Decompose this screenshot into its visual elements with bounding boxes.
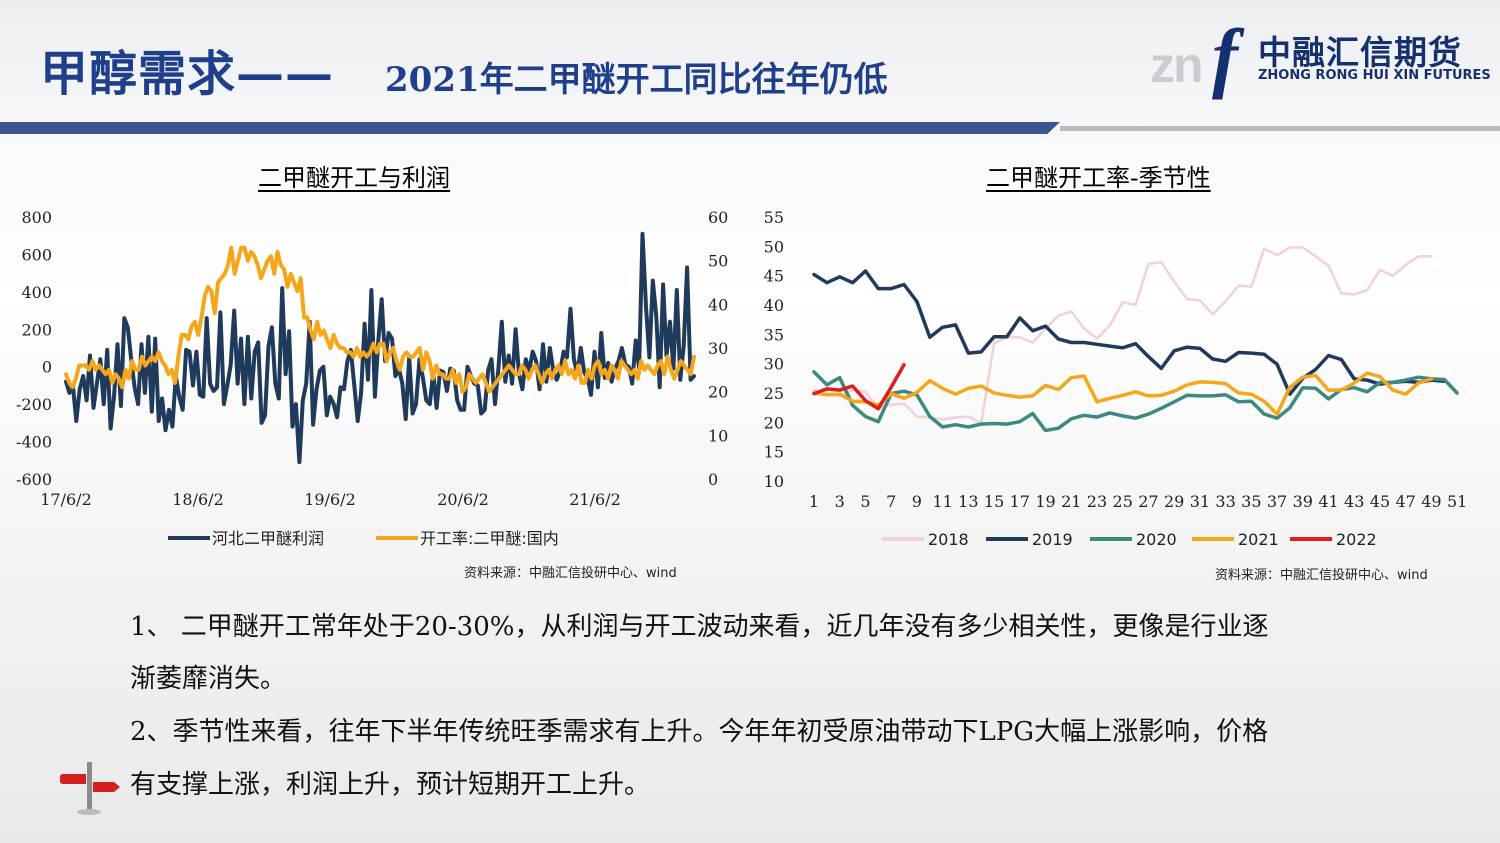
chart1-legend-label-0: 河北二甲醚利润 xyxy=(212,529,324,548)
chart2-x-tick-18: 37 xyxy=(1267,492,1287,511)
header-band xyxy=(0,0,1500,140)
chart1-left-tick-1: 600 xyxy=(21,245,52,264)
chart2-title: 二甲醚开工率-季节性 xyxy=(986,164,1211,192)
chart2-x-tick-14: 29 xyxy=(1164,492,1184,511)
chart2-y-tick-5: 30 xyxy=(764,355,784,374)
chart1-right-tick-4: 20 xyxy=(708,383,728,402)
chart1-left-tick-4: 0 xyxy=(42,358,52,377)
chart1-right-tick-6: 0 xyxy=(708,470,718,489)
chart2-legend-label-2: 2020 xyxy=(1136,530,1177,549)
chart2-x-tick-24: 49 xyxy=(1421,492,1441,511)
logo-mark: zn xyxy=(1150,37,1204,93)
chart2-x-tick-16: 33 xyxy=(1215,492,1235,511)
chart1-series-line-1 xyxy=(64,245,696,394)
signpost-icon xyxy=(60,762,120,815)
paragraph-1-line-2: 渐萎靡消失。 xyxy=(130,664,287,694)
logo-english-name: ZHONG RONG HUI XIN FUTURES xyxy=(1258,68,1491,83)
chart1-left-tick-2: 400 xyxy=(21,283,52,302)
paragraph-2-line-2: 有支撑上涨，利润上升，预计短期开工上升。 xyxy=(130,770,651,800)
paragraph-2-line-1: 2、季节性来看，往年下半年传统旺季需求有上升。今年年初受原油带动下LPG大幅上涨… xyxy=(130,717,1269,747)
chart2-x-tick-22: 45 xyxy=(1370,492,1390,511)
page-title: 甲醇需求—— xyxy=(40,46,335,102)
paragraph-1-line-1: 1、 二甲醚开工常年处于20-30%，从利润与开工波动来看，近几年没有多少相关性… xyxy=(130,612,1269,642)
chart2-legend-label-3: 2021 xyxy=(1238,530,1279,549)
chart2-x-tick-2: 5 xyxy=(860,492,870,511)
chart1-right-tick-2: 40 xyxy=(708,295,728,314)
logo-mark-f: f xyxy=(1212,13,1238,100)
chart1-x-tick-4: 21/6/2 xyxy=(569,490,621,509)
chart2-x-tick-9: 19 xyxy=(1035,492,1055,511)
chart2-series-line-0 xyxy=(812,246,1433,425)
chart1-left-tick-6: -400 xyxy=(16,433,52,452)
chart2-x-tick-25: 51 xyxy=(1447,492,1467,511)
logo-chinese-name: 中融汇信期货 xyxy=(1258,33,1462,72)
chart2-series-line-2 xyxy=(812,370,1459,433)
page-subtitle: 2021年二甲醚开工同比往年仍低 xyxy=(385,60,888,100)
chart1-x-tick-3: 20/6/2 xyxy=(437,490,489,509)
chart2-x-tick-20: 41 xyxy=(1318,492,1338,511)
chart2-y-tick-3: 40 xyxy=(764,296,784,315)
chart2-x-tick-23: 47 xyxy=(1396,492,1416,511)
chart2-x-tick-15: 31 xyxy=(1190,492,1210,511)
chart2-legend-label-1: 2019 xyxy=(1032,530,1073,549)
chart2-y-tick-0: 55 xyxy=(764,208,784,227)
chart2-x-tick-7: 15 xyxy=(984,492,1004,511)
chart2-y-tick-8: 15 xyxy=(764,443,784,462)
chart1-right-tick-1: 50 xyxy=(708,252,728,271)
chart2-x-tick-11: 23 xyxy=(1087,492,1107,511)
chart2-x-tick-4: 9 xyxy=(912,492,922,511)
chart2-y-tick-7: 20 xyxy=(764,413,784,432)
chart2-x-tick-6: 13 xyxy=(958,492,978,511)
chart2-series-line-1 xyxy=(812,269,1447,396)
chart2-legend-label-0: 2018 xyxy=(928,530,969,549)
chart2-source: 资料来源：中融汇信投研中心、wind xyxy=(1215,568,1428,583)
chart2-x-tick-8: 17 xyxy=(1010,492,1030,511)
chart2-series-line-4 xyxy=(812,363,906,411)
chart2-y-tick-6: 25 xyxy=(764,384,784,403)
chart1-left-tick-0: 800 xyxy=(21,208,52,227)
chart2-x-tick-13: 27 xyxy=(1138,492,1158,511)
chart1-source: 资料来源：中融汇信投研中心、wind xyxy=(464,566,677,581)
company-logo: zn f 中融汇信期货 ZHONG RONG HUI XIN FUTURES xyxy=(1150,13,1491,100)
chart1-title: 二甲醚开工与利润 xyxy=(258,164,450,192)
chart1-legend-label-1: 开工率:二甲醚:国内 xyxy=(420,529,559,548)
chart2-x-tick-17: 35 xyxy=(1241,492,1261,511)
chart1-right-tick-0: 60 xyxy=(708,208,728,227)
chart2-x-tick-19: 39 xyxy=(1293,492,1313,511)
chart1-right-tick-3: 30 xyxy=(708,339,728,358)
chart1-x-tick-2: 19/6/2 xyxy=(304,490,356,509)
chart1-x-tick-1: 18/6/2 xyxy=(172,490,224,509)
chart-profit-operating: 800 600 400 200 0 -200 -400 -600 60 50 40 30 20 10 0 17… xyxy=(16,208,728,548)
chart2-x-tick-3: 7 xyxy=(886,492,896,511)
chart1-right-tick-5: 10 xyxy=(708,426,728,445)
chart1-left-tick-7: -600 xyxy=(16,470,52,489)
chart1-x-tick-0: 17/6/2 xyxy=(40,490,92,509)
chart2-y-tick-9: 10 xyxy=(764,472,784,491)
chart2-x-tick-0: 1 xyxy=(809,492,819,511)
chart2-y-tick-2: 45 xyxy=(764,267,784,286)
chart2-legend-label-4: 2022 xyxy=(1336,530,1377,549)
chart2-x-tick-12: 25 xyxy=(1113,492,1133,511)
title-underline-grey xyxy=(1060,126,1500,131)
chart2-y-tick-1: 50 xyxy=(764,237,784,256)
chart2-x-tick-5: 11 xyxy=(932,492,952,511)
chart2-x-tick-1: 3 xyxy=(835,492,845,511)
title-underline-bar xyxy=(0,122,1060,134)
chart2-x-tick-10: 21 xyxy=(1061,492,1081,511)
chart2-x-tick-21: 43 xyxy=(1344,492,1364,511)
chart1-left-tick-5: -200 xyxy=(16,395,52,414)
chart1-series-line-0 xyxy=(64,231,696,465)
chart1-left-tick-3: 200 xyxy=(21,320,52,339)
chart2-y-tick-4: 35 xyxy=(764,325,784,344)
chart2-series-line-3 xyxy=(812,371,1434,416)
